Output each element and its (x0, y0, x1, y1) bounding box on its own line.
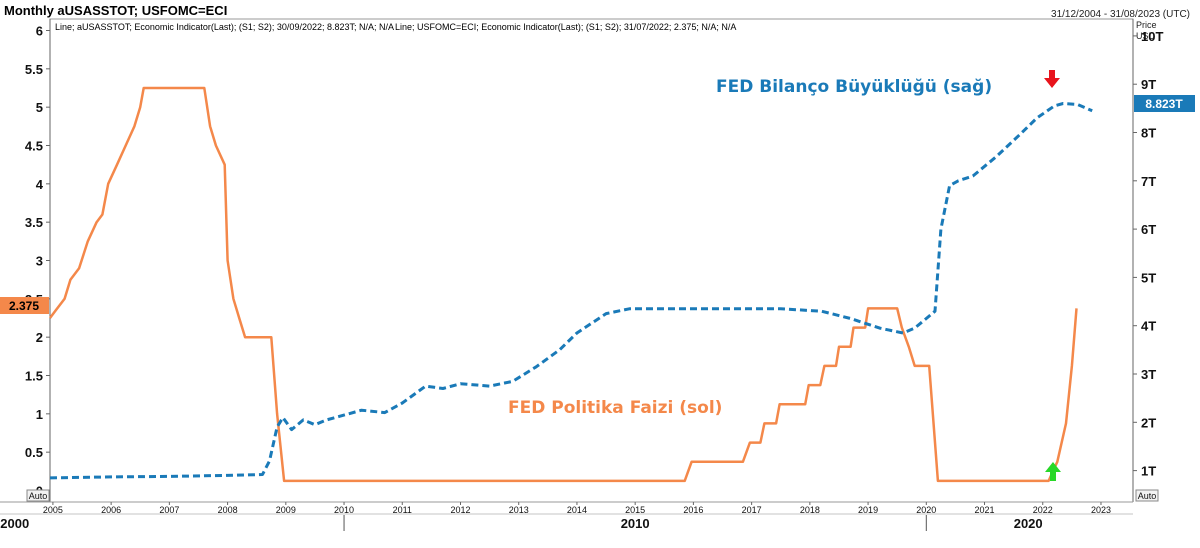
x-tick-label: 2005 (43, 505, 63, 515)
auto-right-label: Auto (1138, 491, 1157, 501)
auto-button-left[interactable]: Auto (26, 489, 50, 502)
right-y-tick-label: 4T (1141, 319, 1156, 334)
legend-series-rate: Line; USFOMC=ECI; Economic Indicator(Las… (395, 22, 736, 32)
x-tick-label: 2009 (276, 505, 296, 515)
x-tick-label: 2018 (800, 505, 820, 515)
left-y-tick-label: 1.5 (25, 369, 43, 384)
x-major-label: 2020 (1014, 516, 1043, 531)
green-up-arrow-icon (1045, 462, 1061, 481)
left-y-tick-label: 4.5 (25, 139, 43, 154)
x-tick-label: 2023 (1091, 505, 1111, 515)
left-y-tick-label: 6 (36, 24, 43, 39)
fed-balance-line (49, 102, 1093, 480)
right-y-tick-label: 7T (1141, 174, 1156, 189)
x-axis-area (0, 502, 1200, 546)
rate-annotation: FED Politika Faizi (sol) (508, 398, 722, 418)
balance-annotation: FED Bilanço Büyüklüğü (sağ) (716, 77, 992, 97)
left-value-badge: 2.375 (0, 297, 49, 314)
x-tick-label: 2021 (975, 505, 995, 515)
currency-label-text: USD (1136, 31, 1156, 41)
right-value-badge: 8.823T (1134, 95, 1195, 112)
right-y-tick-label: 6T (1141, 222, 1156, 237)
red-down-arrow-icon (1044, 70, 1060, 88)
right-y-tick-label: 8T (1141, 126, 1156, 141)
right-y-tick-label: 2T (1141, 415, 1156, 430)
left-y-tick-label: 5 (36, 100, 43, 115)
auto-left-label: Auto (29, 491, 48, 501)
right-y-tick-label: 1T (1141, 464, 1156, 479)
date-range: 31/12/2004 - 31/08/2023 (UTC) (1051, 9, 1190, 20)
x-tick-label: 2019 (858, 505, 878, 515)
price-axis-label: Price USD (1136, 20, 1157, 42)
x-tick-label: 2008 (218, 505, 238, 515)
x-major-label: 2000 (0, 516, 29, 531)
right-y-tick-label: 10T (1141, 29, 1163, 44)
fed-rate-line (49, 86, 1078, 483)
x-tick-label: 2016 (683, 505, 703, 515)
left-y-tick-label: 2 (36, 330, 43, 345)
right-y-tick-label: 5T (1141, 270, 1156, 285)
left-y-tick-label: 5.5 (25, 62, 43, 77)
x-tick-label: 2006 (101, 505, 121, 515)
chart-title: Monthly aUSASSTOT; USFOMC=ECI (4, 3, 228, 18)
right-y-tick-label: 9T (1141, 77, 1156, 92)
price-label-text: Price (1136, 20, 1157, 30)
left-y-tick-label: 3 (36, 254, 43, 269)
x-major-label: 2010 (621, 516, 650, 531)
x-axis: 2005 2006 2007 2008 2009 2010 2011 2012 2013 2014… (0, 502, 1111, 531)
x-tick-label: 2017 (742, 505, 762, 515)
x-tick-label: 2007 (159, 505, 179, 515)
x-tick-label: 2013 (509, 505, 529, 515)
legend-series-balance: Line; aUSASSTOT; Economic Indicator(Last… (55, 22, 394, 32)
left-value-badge-text: 2.375 (9, 299, 39, 313)
x-tick-label: 2011 (393, 505, 412, 515)
right-y-tick-label: 3T (1141, 367, 1156, 382)
left-y-tick-label: 1 (36, 407, 43, 422)
left-y-axis: 00.511.522.533.544.555.56 (25, 24, 50, 499)
right-y-axis: 1T 2T 3T 4T 5T 6T 7T 8T 9T 10T (1133, 29, 1163, 479)
x-tick-label: 2022 (1033, 505, 1053, 515)
left-y-tick-label: 0.5 (25, 445, 43, 460)
x-tick-label: 2020 (916, 505, 936, 515)
right-value-badge-text: 8.823T (1145, 97, 1183, 111)
auto-button-right[interactable]: Auto (1135, 489, 1159, 502)
x-tick-label: 2015 (625, 505, 645, 515)
x-tick-label: 2014 (567, 505, 587, 515)
x-tick-label: 2010 (334, 505, 354, 515)
x-tick-label: 2012 (450, 505, 470, 515)
left-y-tick-label: 4 (36, 177, 44, 192)
series-group (49, 86, 1093, 483)
left-y-tick-label: 3.5 (25, 215, 43, 230)
